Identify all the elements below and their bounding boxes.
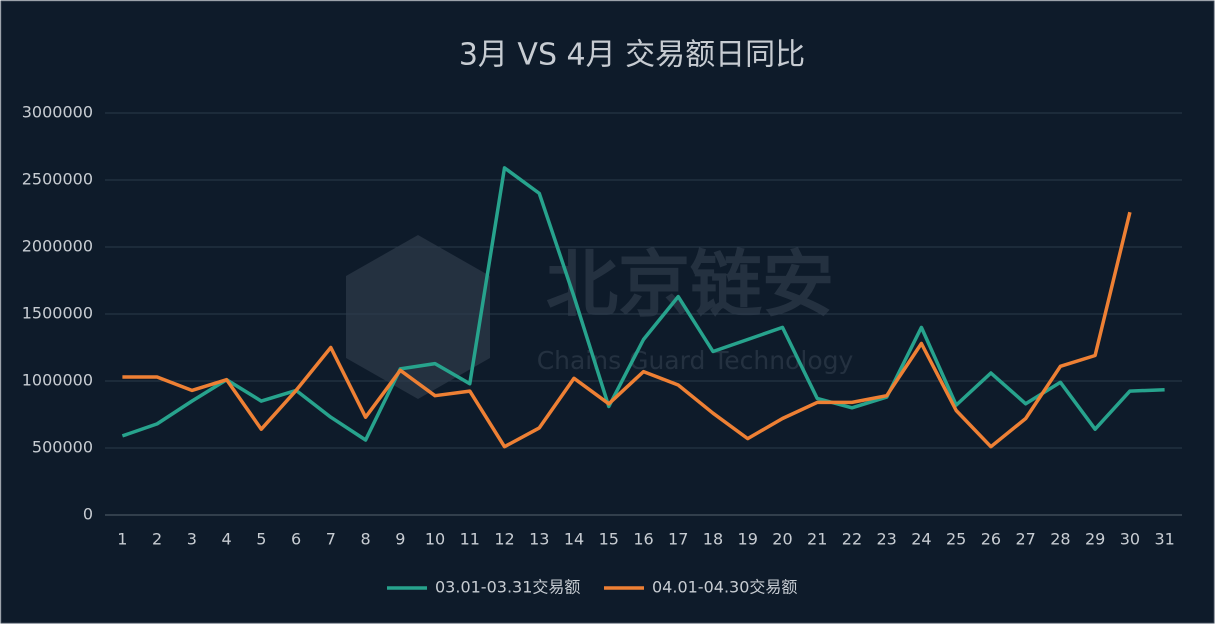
y-tick-label: 500000 bbox=[32, 438, 93, 457]
y-tick-label: 1000000 bbox=[22, 371, 93, 390]
x-tick-label: 3 bbox=[187, 530, 197, 549]
x-tick-label: 20 bbox=[772, 530, 792, 549]
x-tick-label: 25 bbox=[946, 530, 966, 549]
y-tick-label: 1500000 bbox=[22, 304, 93, 323]
watermark-logo bbox=[346, 235, 490, 399]
series-line bbox=[122, 211, 1132, 449]
x-tick-label: 1 bbox=[117, 530, 127, 549]
legend-label: 04.01-04.30交易额 bbox=[652, 578, 797, 597]
x-tick-label: 19 bbox=[738, 530, 758, 549]
x-tick-label: 14 bbox=[564, 530, 584, 549]
x-tick-label: 7 bbox=[326, 530, 336, 549]
x-tick-label: 10 bbox=[425, 530, 445, 549]
y-tick-label: 2000000 bbox=[22, 237, 93, 256]
watermark: 北京链安 Chains Guard Technology bbox=[346, 235, 854, 399]
x-tick-label: 9 bbox=[395, 530, 405, 549]
x-tick-label: 31 bbox=[1154, 530, 1174, 549]
x-tick-label: 11 bbox=[460, 530, 480, 549]
x-tick-label: 5 bbox=[256, 530, 266, 549]
x-tick-label: 18 bbox=[703, 530, 723, 549]
x-tick-label: 4 bbox=[222, 530, 232, 549]
y-tick-label: 3000000 bbox=[22, 103, 93, 122]
x-tick-label: 26 bbox=[981, 530, 1001, 549]
x-tick-label: 24 bbox=[911, 530, 931, 549]
x-tick-label: 12 bbox=[494, 530, 514, 549]
watermark-subtitle: Chains Guard Technology bbox=[537, 346, 854, 375]
x-tick-label: 21 bbox=[807, 530, 827, 549]
x-tick-label: 6 bbox=[291, 530, 301, 549]
y-tick-label: 0 bbox=[83, 505, 93, 524]
x-tick-label: 17 bbox=[668, 530, 688, 549]
x-tick-label: 2 bbox=[152, 530, 162, 549]
x-tick-label: 22 bbox=[842, 530, 862, 549]
chart-title: 3月 VS 4月 交易额日同比 bbox=[459, 38, 805, 73]
x-tick-label: 15 bbox=[599, 530, 619, 549]
y-tick-label: 2500000 bbox=[22, 170, 93, 189]
x-tick-label: 27 bbox=[1015, 530, 1035, 549]
x-tick-label: 23 bbox=[877, 530, 897, 549]
x-tick-label: 29 bbox=[1085, 530, 1105, 549]
x-tick-label: 13 bbox=[529, 530, 549, 549]
x-tick-label: 28 bbox=[1050, 530, 1070, 549]
x-tick-label: 30 bbox=[1120, 530, 1140, 549]
x-tick-label: 16 bbox=[633, 530, 653, 549]
legend-label: 03.01-03.31交易额 bbox=[435, 578, 580, 597]
x-tick-label: 8 bbox=[360, 530, 370, 549]
